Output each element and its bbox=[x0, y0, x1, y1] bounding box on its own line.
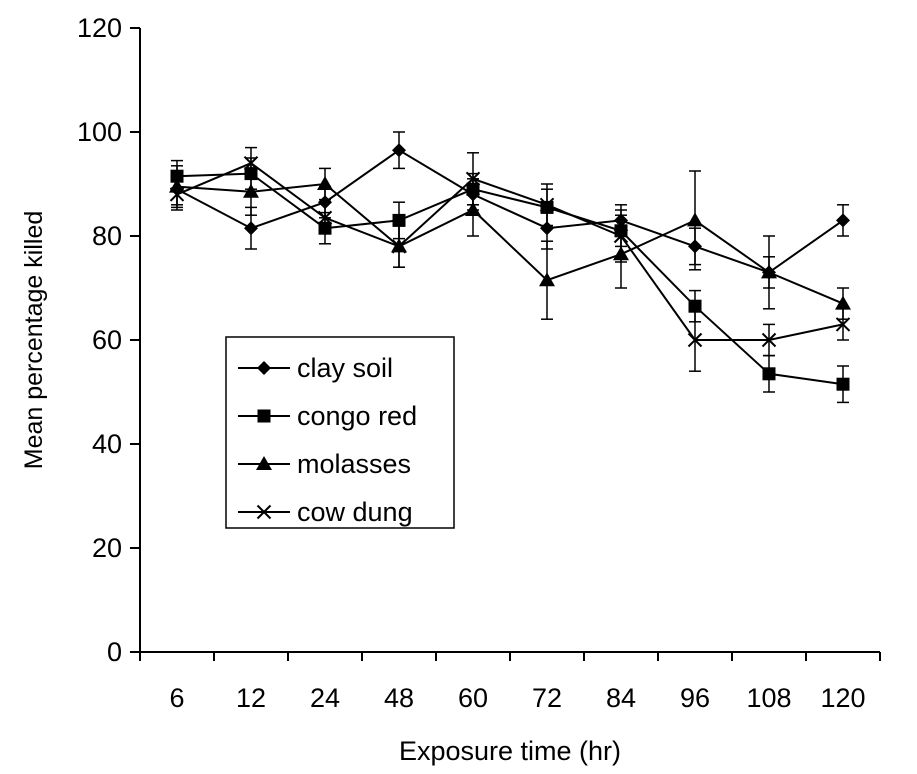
legend-entry: cow dung bbox=[238, 497, 413, 527]
series-line bbox=[176, 182, 844, 305]
plot-area bbox=[169, 131, 851, 404]
data-point bbox=[539, 272, 555, 287]
y-tick-label: 0 bbox=[107, 637, 122, 667]
data-point bbox=[836, 213, 850, 228]
legend-label: cow dung bbox=[297, 497, 413, 527]
y-tick-label: 120 bbox=[77, 13, 122, 43]
series-cow-dung bbox=[169, 146, 851, 372]
data-point bbox=[392, 143, 406, 158]
x-tick-label: 96 bbox=[680, 683, 710, 713]
x-axis-label: Exposure time (hr) bbox=[399, 736, 621, 766]
legend-label: molasses bbox=[297, 449, 411, 479]
legend-label: congo red bbox=[297, 401, 417, 431]
legend-entry: congo red bbox=[238, 401, 417, 431]
x-tick-label: 48 bbox=[384, 683, 414, 713]
x-tick-label: 108 bbox=[746, 683, 791, 713]
x-tick-label: 72 bbox=[532, 683, 562, 713]
x-tick-label: 6 bbox=[169, 683, 184, 713]
y-tick-label: 40 bbox=[92, 429, 122, 459]
data-point bbox=[613, 228, 629, 244]
y-tick-label: 100 bbox=[77, 117, 122, 147]
x-tick-label: 84 bbox=[606, 683, 636, 713]
y-axis-ticks: 0 20 40 60 80 100 120 bbox=[77, 13, 140, 667]
series-clay-soil bbox=[170, 131, 850, 289]
data-point bbox=[317, 176, 333, 190]
x-tick-label: 12 bbox=[236, 683, 266, 713]
legend-marker bbox=[257, 361, 271, 375]
legend-label: clay soil bbox=[297, 353, 393, 383]
x-tick-label: 24 bbox=[310, 683, 340, 713]
legend-marker bbox=[256, 504, 272, 520]
data-point bbox=[391, 239, 407, 254]
legend-marker bbox=[257, 409, 271, 423]
data-point bbox=[835, 317, 851, 332]
series-molasses bbox=[169, 165, 851, 320]
y-tick-label: 80 bbox=[92, 221, 122, 251]
series-line bbox=[176, 149, 844, 274]
legend: clay soil congo red molasses cow dung bbox=[225, 336, 455, 529]
legend-entry: molasses bbox=[238, 449, 411, 479]
data-point bbox=[244, 221, 258, 236]
y-tick-label: 20 bbox=[92, 533, 122, 563]
data-point bbox=[761, 332, 777, 348]
data-point bbox=[465, 171, 481, 187]
data-point bbox=[835, 295, 851, 310]
legend-marker bbox=[256, 456, 272, 470]
data-point bbox=[540, 221, 554, 236]
x-axis-ticks: 6 12 24 48 60 72 84 96 108 120 bbox=[139, 652, 881, 713]
data-point bbox=[836, 377, 850, 391]
x-tick-label: 60 bbox=[458, 683, 488, 713]
data-point bbox=[687, 332, 703, 348]
data-point bbox=[762, 367, 776, 381]
legend-entry: clay soil bbox=[238, 353, 393, 383]
data-point bbox=[169, 187, 185, 202]
data-point bbox=[243, 183, 259, 198]
data-point bbox=[243, 155, 259, 171]
y-axis-label: Mean percentage killed bbox=[20, 211, 48, 470]
data-point bbox=[539, 197, 555, 213]
data-point bbox=[317, 210, 333, 226]
data-point bbox=[465, 202, 481, 216]
data-point bbox=[761, 264, 777, 279]
data-point bbox=[392, 213, 406, 227]
data-point bbox=[687, 212, 703, 227]
y-tick-label: 60 bbox=[92, 325, 122, 355]
x-tick-label: 120 bbox=[820, 683, 865, 713]
series-line bbox=[176, 162, 844, 341]
